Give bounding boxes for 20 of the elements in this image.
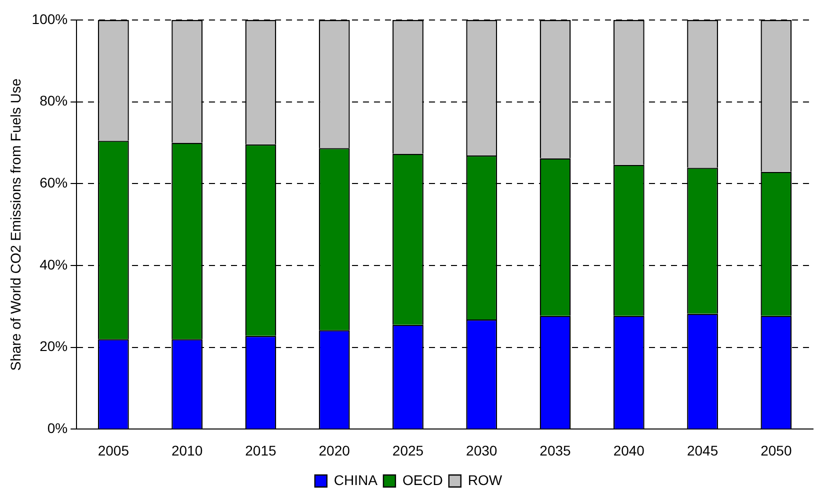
x-tick-label: 2005 <box>98 442 130 458</box>
x-tick-label: 2045 <box>686 442 718 458</box>
x-tick-label: 2015 <box>245 442 276 458</box>
x-tick-label: 2040 <box>613 442 645 458</box>
x-tick-label: 2050 <box>760 442 792 458</box>
x-tick-label: 2035 <box>540 442 572 458</box>
y-tick-label: 80% <box>40 92 68 109</box>
x-tick-label: 2020 <box>318 442 350 458</box>
legend-label: CHINA <box>334 472 378 488</box>
legend-label: OECD <box>402 472 443 488</box>
x-tick-label: 2025 <box>392 442 424 458</box>
x-tick-label: 2030 <box>466 442 498 458</box>
y-tick-label: 60% <box>40 174 68 191</box>
y-tick-label: 0% <box>47 420 68 436</box>
legend-label: ROW <box>468 472 503 488</box>
y-axis-title: Share of World CO2 Emissions from Fuels Use <box>7 78 24 371</box>
y-tick-label: 100% <box>32 10 68 27</box>
y-tick-label: 20% <box>40 338 68 354</box>
y-tick-label: 40% <box>40 256 68 272</box>
x-tick-label: 2010 <box>171 442 203 458</box>
